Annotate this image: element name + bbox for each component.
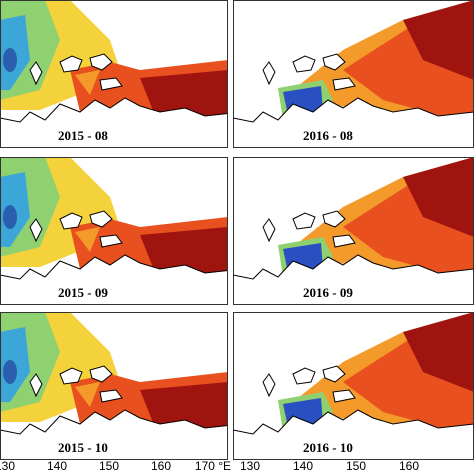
island [99,234,123,248]
field [3,205,17,229]
island [89,365,113,383]
x-tick-label: 140 [293,459,313,473]
coastline [233,254,474,305]
x-tick-label: 130 [0,459,15,473]
island [292,212,316,230]
island [29,373,43,398]
island [89,210,113,228]
panel-field [0,312,228,460]
x-tick-label: 150 [346,459,366,473]
x-tick-label: 170 °E [195,459,231,473]
map-panel: 2015 - 10 [0,312,228,460]
panel-label: 2016 - 08 [303,128,353,143]
panel-frame [0,0,228,148]
island [29,218,43,243]
island [89,53,113,71]
panel-label: 2015 - 10 [58,440,108,455]
field [75,227,100,252]
map-panel: 2016 - 09 [233,157,474,305]
panel-label: 2015 - 08 [58,128,108,143]
x-tick-label: 150 [99,459,119,473]
panel-field [0,157,228,305]
island [332,234,356,248]
island [332,389,356,403]
field [3,48,17,72]
island [292,367,316,385]
field [403,312,474,392]
field [75,382,100,407]
island [59,55,83,73]
field [3,360,17,384]
island [262,61,276,86]
island [59,367,83,385]
panel-label: 2015 - 09 [58,285,108,300]
map-panel: 2016 - 08 [233,0,474,148]
panel-label: 2016 - 09 [303,285,353,300]
field [403,157,474,237]
coastline [233,409,474,460]
panel-field [0,0,228,148]
x-tick-label: 160 [399,459,419,473]
map-panel: 2015 - 09 [0,157,228,305]
x-tick-label: 130 [240,459,260,473]
panel-field [233,157,474,305]
panel-frame [0,312,228,460]
island [262,218,276,243]
x-tick-label: 160 [151,459,171,473]
island [99,389,123,403]
island [99,77,123,91]
coastline [0,409,228,460]
map-panel: 2016 - 10 [233,312,474,460]
island [322,365,346,383]
island [322,53,346,71]
island [292,55,316,73]
panel-field [233,0,474,148]
panel-frame [0,157,228,305]
coastline [233,97,474,148]
island [332,77,356,91]
map-panel: 2015 - 08 [0,0,228,148]
island [29,61,43,86]
island [59,212,83,230]
panel-label: 2016 - 10 [303,440,353,455]
field [75,70,100,95]
panel-field [233,312,474,460]
x-tick-label: 140 [47,459,67,473]
field [403,0,474,80]
coastline [0,254,228,305]
island [262,373,276,398]
island [322,210,346,228]
coastline [0,97,228,148]
